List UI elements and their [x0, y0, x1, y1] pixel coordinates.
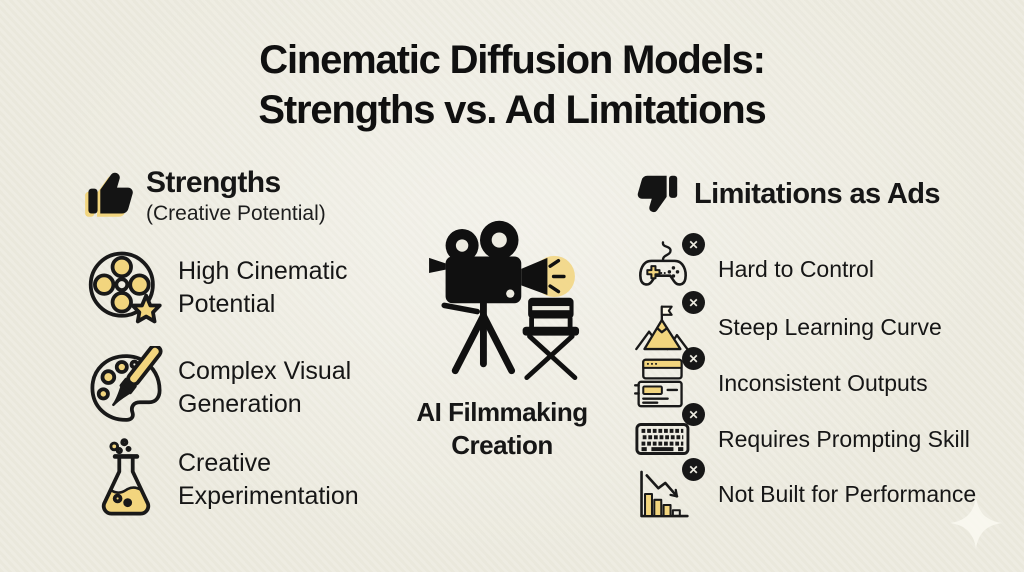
strength-label: Creative Experimentation: [178, 449, 359, 510]
limitation-item-learning-curve: ✕ Steep Learning Curve: [634, 291, 942, 356]
keyboard-icon: ✕: [634, 403, 705, 468]
limitation-item-prompting: ✕ Requires Prompting Skill: [634, 403, 970, 468]
strength-label: High Cinematic Potential: [178, 257, 348, 318]
title-line-2: Strengths vs. Ad Limitations: [258, 87, 766, 132]
film-reel-star-icon: [84, 246, 168, 330]
center-caption: AI Filmmaking Creation: [416, 397, 588, 461]
declining-bar-chart-icon: ✕: [634, 458, 705, 523]
paint-palette-brush-icon: [84, 346, 168, 430]
strength-item-experimentation: Creative Experimentation: [84, 438, 383, 522]
limitation-label: Steep Learning Curve: [718, 313, 942, 340]
movie-camera-directors-chair-icon: [398, 218, 606, 390]
x-badge-icon: ✕: [682, 403, 705, 426]
limitation-label: Not Built for Performance: [718, 480, 977, 507]
thumbs-down-icon: [632, 170, 684, 218]
x-badge-icon: ✕: [682, 291, 705, 314]
x-badge-icon: ✕: [682, 347, 705, 370]
strengths-subheading: (Creative Potential): [146, 202, 326, 225]
strength-label: Complex Visual Generation: [178, 357, 352, 418]
limitation-label: Hard to Control: [718, 255, 874, 282]
limitation-item-control: ✕ Hard to Control: [634, 233, 874, 298]
strength-item-visual: Complex Visual Generation: [84, 346, 383, 430]
title-line-1: Cinematic Diffusion Models:: [259, 38, 766, 82]
browser-windows-icon: ✕: [634, 347, 705, 412]
limitations-heading: Limitations as Ads: [694, 177, 941, 210]
sparkle-icon: [950, 494, 1002, 552]
limitations-header: Limitations as Ads: [632, 170, 941, 218]
center-illustration: AI Filmmaking Creation: [398, 218, 606, 463]
mountain-flag-icon: ✕: [634, 291, 705, 356]
x-badge-icon: ✕: [682, 458, 705, 481]
x-badge-icon: ✕: [682, 233, 705, 256]
page-title: Cinematic Diffusion Models: Strengths vs…: [0, 36, 1024, 135]
thumbs-up-icon: [82, 166, 138, 220]
flask-icon: [84, 438, 168, 522]
limitation-label: Requires Prompting Skill: [718, 425, 970, 452]
strength-item-cinematic: High Cinematic Potential: [84, 246, 383, 330]
game-controller-icon: ✕: [634, 233, 705, 298]
limitation-item-performance: ✕ Not Built for Performance: [634, 458, 977, 523]
strengths-heading: Strengths: [146, 166, 281, 199]
limitation-label: Inconsistent Outputs: [718, 369, 928, 396]
limitation-item-outputs: ✕ Inconsistent Outputs: [634, 347, 928, 412]
strengths-header: Strengths (Creative Potential): [82, 166, 326, 226]
